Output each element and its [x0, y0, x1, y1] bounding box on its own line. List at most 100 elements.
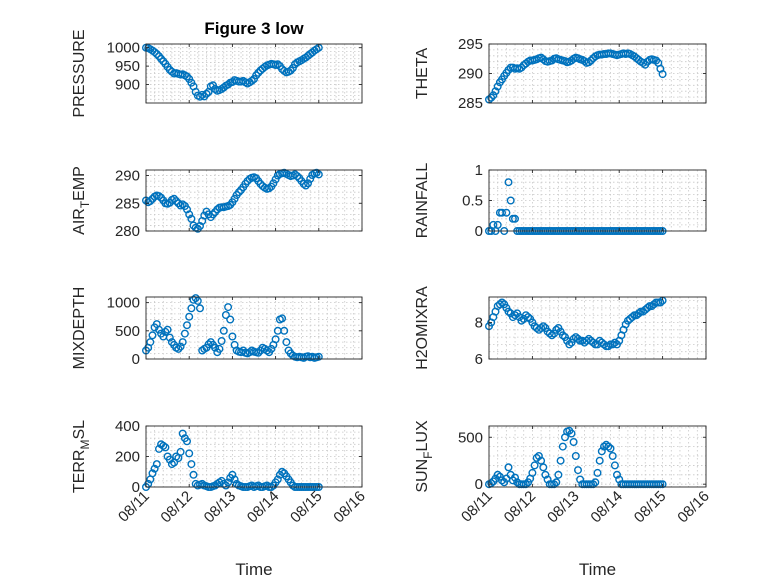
data-point — [271, 335, 280, 344]
data-point — [278, 314, 287, 323]
data-point — [552, 325, 561, 334]
data-point — [545, 329, 554, 338]
x-tick-label: 08/14 — [244, 488, 283, 527]
data-point — [498, 298, 507, 307]
data-point — [193, 296, 202, 305]
y-tick-label: 290 — [115, 168, 140, 185]
x-tick-label: 08/11 — [458, 488, 496, 526]
data-point — [493, 82, 502, 91]
axes-box — [145, 169, 363, 232]
data-point — [597, 447, 606, 456]
data-point — [265, 184, 274, 193]
data-point — [517, 316, 526, 325]
y-axis-label: THETA — [414, 48, 431, 100]
data-point — [182, 321, 191, 330]
data-point — [161, 327, 170, 336]
data-point — [534, 452, 543, 461]
data-point — [511, 473, 520, 482]
data-point — [658, 480, 667, 489]
data-point — [556, 456, 565, 465]
x-tick-label: 08/11 — [115, 488, 153, 526]
x-tick-label: 08/12 — [157, 488, 196, 527]
plot-area — [489, 297, 706, 359]
data-point — [495, 300, 504, 309]
subplot-third-right: 6 8 H2OMIXRA — [414, 286, 707, 370]
axes-box — [488, 296, 707, 360]
data-point — [195, 304, 204, 313]
data-point — [656, 298, 665, 307]
y-axis-label: PRESSURE — [71, 29, 88, 117]
data-point — [211, 343, 220, 352]
data-point — [504, 463, 513, 472]
data-point — [571, 452, 580, 461]
data-point — [282, 338, 291, 347]
y-tick-label: 0.5 — [462, 193, 483, 210]
data-point — [543, 475, 552, 484]
y-tick-label: 290 — [458, 66, 483, 83]
data-point — [224, 303, 233, 312]
data-point — [174, 344, 183, 353]
data-point — [189, 295, 198, 304]
chart-title: Figure 3 low — [204, 19, 304, 38]
data-point — [271, 175, 280, 184]
data-point — [550, 480, 559, 489]
subplot-bottom-right: 0 500 08/11 08/12 08/13 08/14 08/15 08/16 SUNFLU… — [414, 420, 713, 579]
data-point — [224, 478, 233, 487]
data-point — [226, 315, 235, 324]
y-tick-label: 1000 — [107, 295, 140, 312]
x-axis-label: Time — [235, 560, 272, 579]
data-point — [202, 89, 211, 98]
data-point — [498, 208, 507, 217]
data-point — [552, 478, 561, 487]
data-point — [565, 340, 574, 349]
data-point — [521, 480, 530, 489]
subplot-bottom-left: 0 200 400 08/11 08/12 08/13 08/14 08/15 08/16 TER… — [71, 418, 369, 579]
data-point — [498, 476, 507, 485]
y-axis-label: AIRTEMP — [71, 166, 92, 235]
data-point — [291, 170, 300, 179]
data-point — [658, 70, 667, 79]
data-point — [587, 56, 596, 65]
data-point — [165, 333, 174, 342]
data-point — [487, 479, 496, 488]
y-tick-label: 280 — [115, 223, 140, 240]
data-point — [493, 470, 502, 479]
data-point — [178, 338, 187, 347]
data-point — [539, 322, 548, 331]
data-point — [539, 463, 548, 472]
data-point — [591, 478, 600, 487]
data-point — [608, 452, 617, 461]
data-point — [506, 196, 515, 205]
data-point — [174, 199, 183, 208]
x-tick-label: 08/12 — [501, 488, 540, 527]
data-point — [230, 475, 239, 484]
data-point — [493, 220, 502, 229]
data-point — [524, 313, 533, 322]
data-point — [161, 443, 170, 452]
data-point — [299, 179, 308, 188]
data-point — [172, 197, 181, 206]
data-point — [170, 194, 179, 203]
y-axis-label: RAINFALL — [414, 163, 431, 239]
data-point — [163, 325, 172, 334]
data-point — [187, 460, 196, 469]
data-point — [215, 344, 224, 353]
data-point — [511, 214, 520, 223]
data-point — [217, 337, 226, 346]
y-tick-label: 0 — [132, 351, 140, 368]
data-point — [530, 461, 539, 470]
data-point — [554, 470, 563, 479]
data-point — [643, 303, 652, 312]
y-tick-label: 1 — [475, 162, 483, 179]
data-point — [567, 429, 576, 438]
plot-area — [489, 426, 706, 487]
data-point — [511, 311, 520, 320]
x-tick-label: 08/15 — [631, 488, 670, 527]
data-point — [301, 181, 310, 190]
data-point — [608, 340, 617, 349]
data-point — [195, 92, 204, 101]
subplot-second-right: 0 0.5 1 RAINFALL — [414, 162, 707, 240]
data-point — [228, 470, 237, 479]
